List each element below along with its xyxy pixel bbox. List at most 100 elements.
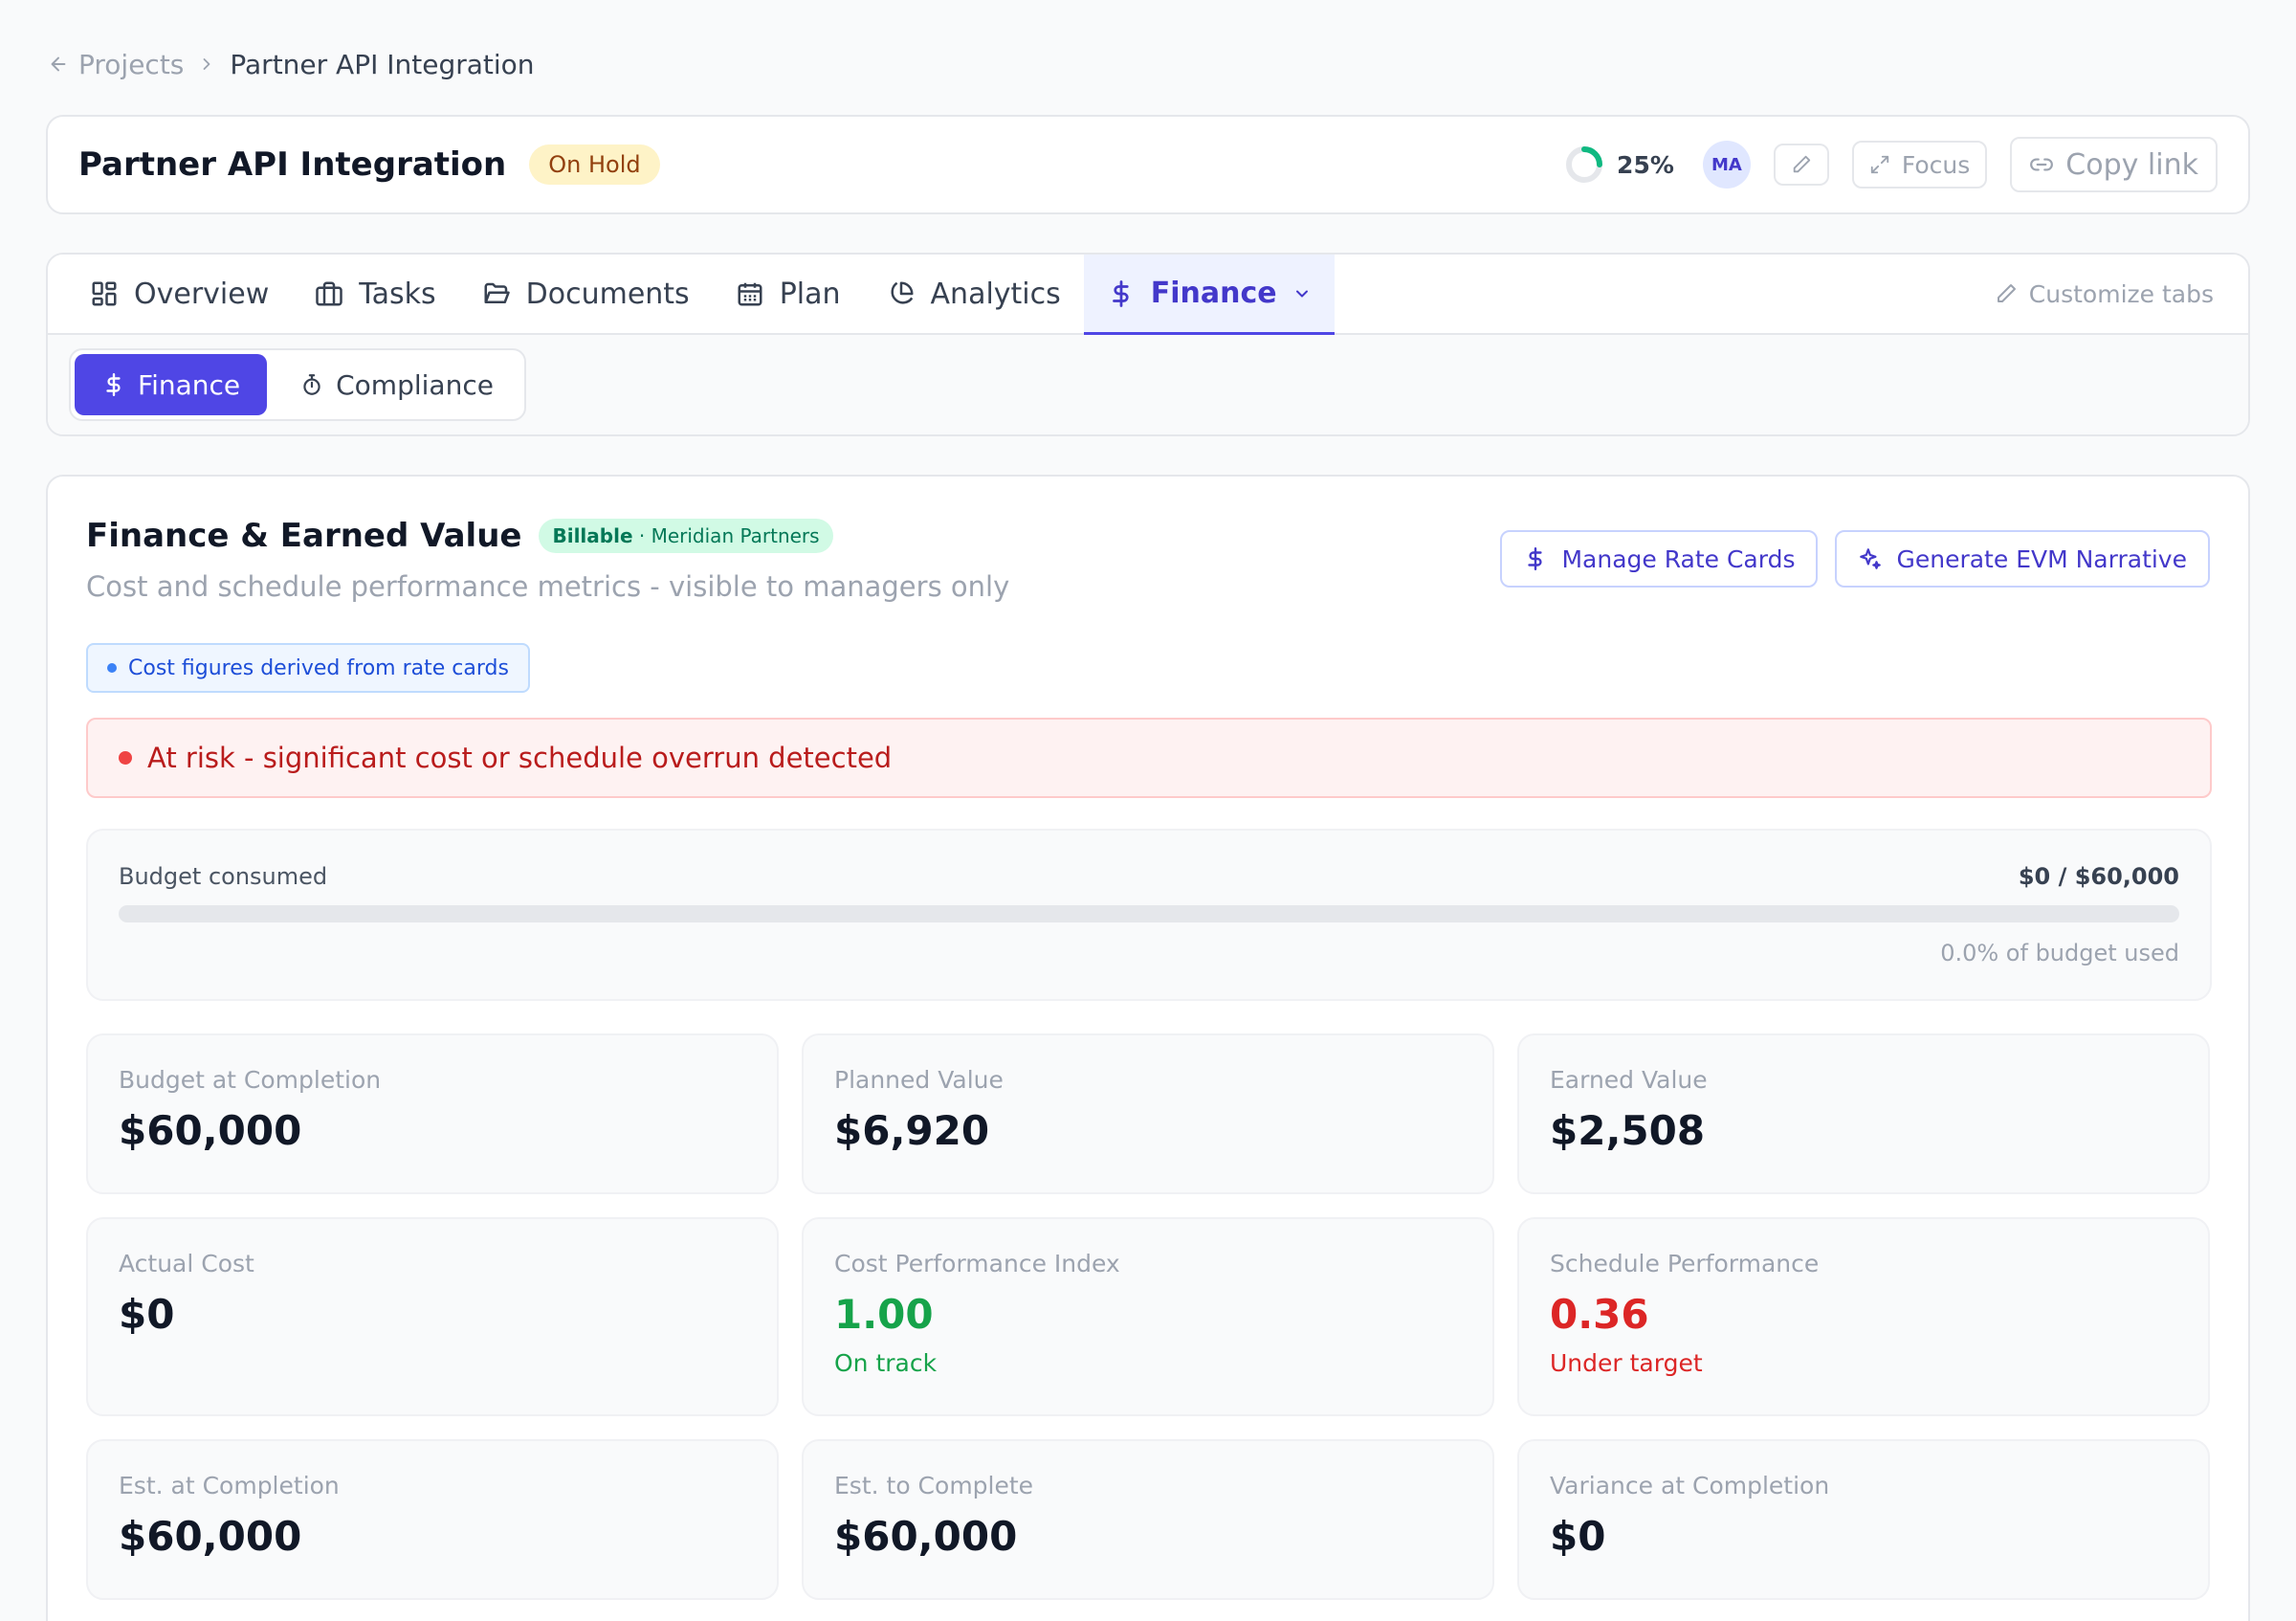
metric-est-to-complete: Est. to Complete $60,000	[802, 1439, 1494, 1600]
project-title: Partner API Integration	[78, 145, 507, 184]
metric-value: $60,000	[834, 1513, 1018, 1560]
subtab-finance[interactable]: Finance	[75, 354, 268, 415]
breadcrumb-back-link[interactable]: Projects	[48, 49, 184, 80]
tab-overview-label: Overview	[134, 277, 270, 311]
project-header: Partner API Integration On Hold 25% MA F…	[46, 115, 2250, 214]
subtab-finance-label: Finance	[138, 368, 241, 401]
tab-overview[interactable]: Overview	[67, 255, 292, 333]
pie-chart-icon	[887, 279, 916, 308]
budget-used-percent: 0.0% of budget used	[1940, 940, 2179, 966]
metric-label: Est. to Complete	[834, 1472, 1034, 1499]
tabs-panel: Overview Tasks Documents Plan Analytics	[46, 253, 2250, 436]
info-dot-icon	[107, 663, 117, 673]
tab-plan-label: Plan	[779, 277, 841, 311]
finance-header: Finance & Earned Value Billable · Meridi…	[86, 517, 1009, 603]
chevron-down-icon[interactable]	[1292, 284, 1312, 303]
metric-label: Planned Value	[834, 1066, 1004, 1094]
finance-actions: Manage Rate Cards Generate EVM Narrative	[1500, 530, 2210, 588]
breadcrumb: Projects Partner API Integration	[48, 48, 535, 80]
tab-documents[interactable]: Documents	[459, 255, 713, 333]
metric-label: Est. at Completion	[119, 1472, 340, 1499]
finance-subtitle: Cost and schedule performance metrics - …	[86, 570, 1010, 603]
customize-tabs-label: Customize tabs	[2028, 279, 2214, 308]
progress-indicator: 25%	[1565, 145, 1674, 184]
metric-label: Budget at Completion	[119, 1066, 382, 1094]
dollar-icon	[101, 372, 126, 397]
metric-actual-cost: Actual Cost $0	[86, 1217, 779, 1416]
avatar[interactable]: MA	[1702, 141, 1751, 189]
alert-dot-icon	[119, 751, 132, 765]
edit-button[interactable]	[1773, 144, 1829, 186]
tab-tasks-label: Tasks	[359, 277, 436, 311]
dollar-icon	[1107, 279, 1136, 308]
budget-progress-bar	[119, 905, 2179, 922]
calendar-icon	[736, 279, 764, 308]
rate-card-note: Cost figures derived from rate cards	[86, 643, 530, 693]
focus-button[interactable]: Focus	[1851, 141, 1988, 189]
status-badge[interactable]: On Hold	[529, 144, 660, 185]
metric-est-at-completion: Est. at Completion $60,000	[86, 1439, 779, 1600]
dollar-icon	[1523, 546, 1548, 571]
metric-schedule-performance: Schedule Performance 0.36 Under target	[1517, 1217, 2210, 1416]
arrow-left-icon	[48, 54, 69, 75]
risk-alert: At risk - significant cost or schedule o…	[86, 718, 2212, 798]
metric-earned-value: Earned Value $2,508	[1517, 1033, 2210, 1194]
copy-link-button[interactable]: Copy link	[2010, 137, 2218, 192]
chevron-right-icon	[197, 55, 216, 74]
focus-label: Focus	[1901, 150, 1971, 179]
budget-consumed-panel: Budget consumed $0 / $60,000 0.0% of bud…	[86, 829, 2212, 1001]
budget-consumed-label: Budget consumed	[119, 863, 328, 890]
pencil-icon	[1791, 154, 1812, 175]
breadcrumb-projects-label: Projects	[78, 48, 185, 80]
metric-value: $0	[119, 1291, 175, 1338]
metric-label: Earned Value	[1550, 1066, 1708, 1094]
billable-badge: Billable · Meridian Partners	[539, 519, 833, 553]
metric-planned-value: Planned Value $6,920	[802, 1033, 1494, 1194]
risk-alert-text: At risk - significant cost or schedule o…	[147, 742, 893, 774]
metric-budget-at-completion: Budget at Completion $60,000	[86, 1033, 779, 1194]
metric-value: 1.00	[834, 1291, 934, 1338]
metric-value: $60,000	[119, 1513, 302, 1560]
metric-status-note: Under target	[1550, 1349, 1703, 1377]
progress-ring-icon	[1566, 146, 1603, 183]
sparkles-icon	[1858, 546, 1883, 571]
budget-consumed-amount: $0 / $60,000	[2018, 863, 2179, 890]
expand-icon	[1869, 154, 1890, 175]
generate-evm-narrative-button[interactable]: Generate EVM Narrative	[1835, 530, 2210, 588]
tab-plan[interactable]: Plan	[713, 255, 864, 333]
metric-label: Variance at Completion	[1550, 1472, 1830, 1499]
generate-evm-narrative-label: Generate EVM Narrative	[1896, 544, 2187, 573]
link-icon	[2029, 152, 2054, 177]
metric-label: Cost Performance Index	[834, 1250, 1120, 1277]
customize-tabs-button[interactable]: Customize tabs	[1995, 255, 2248, 333]
finance-panel: Finance & Earned Value Billable · Meridi…	[46, 475, 2250, 1621]
metric-label: Actual Cost	[119, 1250, 254, 1277]
metric-cost-performance-index: Cost Performance Index 1.00 On track	[802, 1217, 1494, 1416]
breadcrumb-current: Partner API Integration	[230, 48, 535, 80]
subtab-area: Finance Compliance	[48, 335, 2248, 434]
manage-rate-cards-button[interactable]: Manage Rate Cards	[1500, 530, 1819, 588]
rate-card-note-text: Cost figures derived from rate cards	[128, 655, 509, 680]
tab-analytics[interactable]: Analytics	[864, 255, 1084, 333]
tab-tasks[interactable]: Tasks	[292, 255, 458, 333]
manage-rate-cards-label: Manage Rate Cards	[1561, 544, 1796, 573]
subtab-group: Finance Compliance	[69, 348, 526, 421]
progress-percent: 25%	[1617, 150, 1674, 179]
tab-analytics-label: Analytics	[930, 277, 1061, 311]
pencil-icon	[1995, 282, 2018, 305]
tab-bar: Overview Tasks Documents Plan Analytics	[48, 255, 2248, 335]
finance-title: Finance & Earned Value	[86, 517, 522, 555]
tab-finance[interactable]: Finance	[1083, 255, 1335, 335]
subtab-compliance-label: Compliance	[336, 368, 494, 401]
copy-link-label: Copy link	[2065, 147, 2198, 182]
metric-value: $2,508	[1550, 1107, 1706, 1154]
metric-variance-at-completion: Variance at Completion $0	[1517, 1439, 2210, 1600]
metric-value: $0	[1550, 1513, 1606, 1560]
client-name: · Meridian Partners	[638, 524, 820, 547]
subtab-compliance[interactable]: Compliance	[273, 354, 520, 415]
tab-finance-label: Finance	[1150, 277, 1277, 310]
tab-documents-label: Documents	[525, 277, 690, 311]
briefcase-icon	[315, 279, 343, 308]
grid-icon	[90, 279, 119, 308]
metric-value: $60,000	[119, 1107, 302, 1154]
